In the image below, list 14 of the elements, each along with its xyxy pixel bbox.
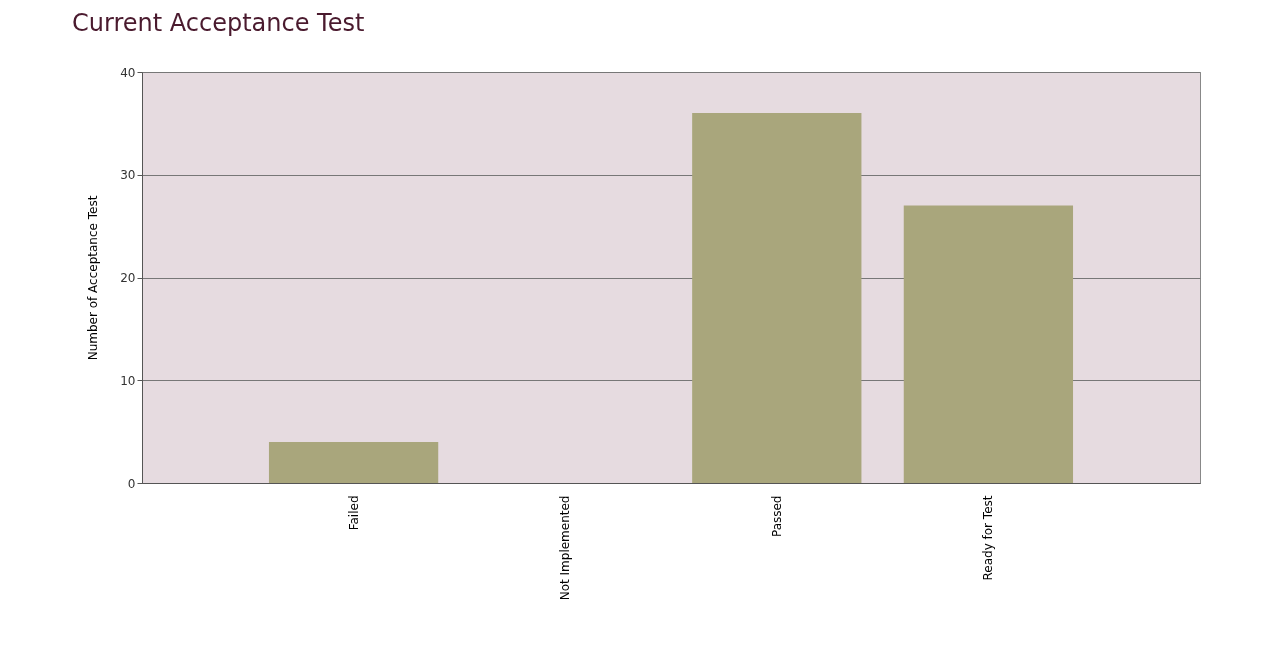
y-tick-label: 20 bbox=[120, 271, 136, 285]
chart-title: Current Acceptance Test bbox=[72, 9, 365, 37]
bar bbox=[268, 441, 439, 483]
y-tick-label: 0 bbox=[127, 476, 136, 491]
x-tick-label: Passed bbox=[769, 495, 784, 538]
y-tick-label: 30 bbox=[120, 168, 136, 183]
y-tick-label: 10 bbox=[120, 373, 136, 388]
x-tick-label: Failed bbox=[346, 495, 361, 531]
bar bbox=[903, 205, 1074, 483]
x-tick-label: Not Implemented bbox=[558, 495, 573, 601]
bar bbox=[692, 113, 862, 483]
x-tick-label: Ready for Test bbox=[981, 495, 996, 581]
y-tick-label: 40 bbox=[120, 65, 136, 80]
y-axis-title: Number of Acceptance Test bbox=[86, 195, 101, 361]
